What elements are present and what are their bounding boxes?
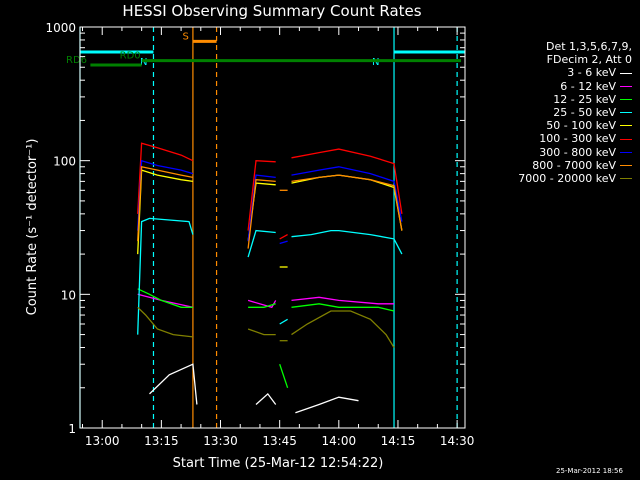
series-line bbox=[137, 288, 193, 308]
legend-entry-label: 6 - 12 keV bbox=[560, 79, 616, 93]
legend-entry-label: 50 - 100 keV bbox=[546, 119, 616, 133]
legend-swatch bbox=[620, 164, 632, 166]
series-line bbox=[137, 217, 194, 335]
series-line bbox=[137, 142, 194, 214]
legend-swatch bbox=[620, 98, 632, 100]
series-line bbox=[295, 396, 359, 414]
y-tick-label: 1000 bbox=[45, 21, 76, 35]
x-tick-label: 13:15 bbox=[144, 434, 179, 448]
series-line bbox=[247, 299, 277, 309]
legend-swatch bbox=[620, 125, 632, 127]
legend-entry: 12 - 25 keV bbox=[480, 93, 632, 106]
status-bar-label: S bbox=[183, 31, 189, 42]
series-line bbox=[279, 234, 288, 240]
legend-entries: 3 - 6 keV 6 - 12 keV 12 - 25 keV 25 - 50 ke… bbox=[480, 66, 632, 185]
legend-entry-label: 25 - 50 keV bbox=[553, 106, 616, 120]
legend-swatch bbox=[620, 85, 632, 87]
series-line bbox=[291, 296, 394, 305]
legend-entry: 25 - 50 keV bbox=[480, 106, 632, 119]
y-axis-ticks: 1 10 100 1000 bbox=[45, 21, 465, 436]
y-tick-label: 100 bbox=[53, 155, 76, 169]
legend-header-line-2: FDecim 2, Att 0 bbox=[546, 53, 632, 67]
legend-entry-label: 300 - 800 keV bbox=[539, 145, 616, 159]
legend-entry-label: 12 - 25 keV bbox=[553, 92, 616, 106]
x-tick-label: 14:00 bbox=[322, 434, 357, 448]
y-tick-label: 10 bbox=[61, 288, 76, 302]
legend-entry-label: 7000 - 20000 keV bbox=[518, 172, 616, 186]
series-line bbox=[247, 328, 276, 336]
legend-swatch bbox=[620, 151, 632, 153]
series-line bbox=[247, 229, 276, 258]
series-line bbox=[137, 293, 194, 308]
series-line bbox=[248, 303, 276, 308]
series-line bbox=[279, 240, 288, 245]
x-tick-label: 13:30 bbox=[203, 434, 238, 448]
legend-swatch bbox=[620, 138, 632, 140]
legend-entry: 6 - 12 keV bbox=[480, 80, 632, 93]
legend-entry: 300 - 800 keV bbox=[480, 146, 632, 159]
series-line bbox=[279, 318, 288, 325]
x-tick-label: 14:15 bbox=[381, 434, 416, 448]
legend-entry-label: 800 - 7000 keV bbox=[532, 158, 616, 172]
series-line bbox=[291, 166, 403, 222]
x-tick-label: 13:00 bbox=[85, 434, 120, 448]
legend-swatch bbox=[620, 72, 632, 74]
series-line bbox=[137, 306, 193, 338]
y-tick-label: 1 bbox=[68, 422, 76, 436]
series-line bbox=[291, 174, 403, 231]
status-bar-label: RD6 bbox=[66, 55, 87, 66]
x-axis-label: Start Time (25-Mar-12 12:54:22) bbox=[173, 456, 384, 471]
series-line bbox=[291, 303, 395, 312]
series-line bbox=[255, 392, 277, 405]
legend-entry: 3 - 6 keV bbox=[480, 66, 632, 79]
legend-entry: 100 - 300 keV bbox=[480, 132, 632, 145]
x-tick-label: 13:45 bbox=[262, 434, 297, 448]
legend-entry: 7000 - 20000 keV bbox=[480, 172, 632, 185]
series-line bbox=[137, 166, 194, 242]
status-bar-label: RD0 bbox=[120, 51, 141, 62]
series-line bbox=[247, 178, 276, 249]
legend-entry-label: 100 - 300 keV bbox=[539, 132, 616, 146]
legend-header-line-1: Det 1,3,5,6,7,9, bbox=[545, 40, 632, 53]
footer-timestamp: 25-Mar-2012 18:56 bbox=[556, 467, 623, 475]
status-bar-label: N bbox=[372, 57, 379, 68]
series-line bbox=[291, 310, 395, 348]
series-line bbox=[247, 160, 276, 231]
series-lines bbox=[137, 142, 403, 414]
series-line bbox=[247, 174, 276, 242]
legend-entry: 800 - 7000 keV bbox=[480, 159, 632, 172]
series-line bbox=[149, 363, 198, 405]
x-tick-label: 14:30 bbox=[440, 434, 475, 448]
legend-entry-label: 3 - 6 keV bbox=[567, 66, 616, 80]
y-axis-label: Count Rate (s⁻¹ detector⁻¹) bbox=[25, 139, 40, 316]
series-line bbox=[137, 169, 193, 255]
legend: Det 1,3,5,6,7,9, FDecim 2, Att 0 3 - 6 k… bbox=[480, 40, 632, 185]
chart-title: HESSI Observing Summary Count Rates bbox=[122, 2, 421, 20]
legend-swatch bbox=[620, 178, 632, 180]
series-line bbox=[279, 363, 289, 389]
legend-swatch bbox=[620, 112, 632, 114]
vertical-markers bbox=[79, 27, 458, 428]
legend-entry: 50 - 100 keV bbox=[480, 119, 632, 132]
series-line bbox=[291, 229, 403, 255]
status-bar-label: N bbox=[140, 57, 147, 68]
series-line bbox=[291, 148, 403, 215]
plot-frame bbox=[79, 26, 466, 429]
x-axis-ticks: 13:00 13:15 13:30 13:45 14:00 14:15 14:30 bbox=[81, 27, 475, 448]
